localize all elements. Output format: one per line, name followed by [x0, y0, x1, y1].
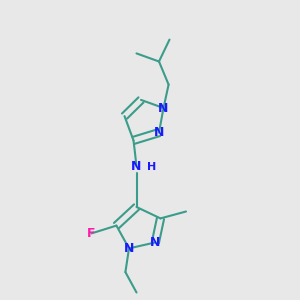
Text: N: N — [154, 126, 164, 139]
Text: N: N — [131, 160, 142, 173]
Text: F: F — [87, 227, 96, 240]
Text: N: N — [124, 242, 134, 255]
Text: H: H — [148, 161, 157, 172]
Text: N: N — [158, 101, 169, 115]
Text: N: N — [150, 236, 161, 249]
